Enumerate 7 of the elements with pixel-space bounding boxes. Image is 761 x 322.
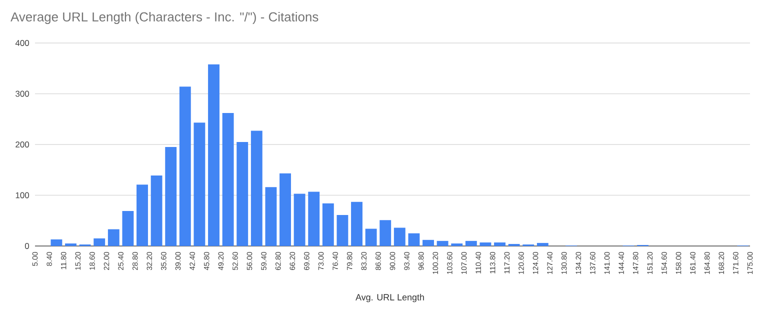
y-tick-label: 0: [24, 243, 30, 249]
y-tick-label: 200: [16, 142, 30, 148]
y-tick-label: 400: [15, 40, 30, 46]
y-tick-label: 100: [16, 192, 30, 198]
x-axis-title: Avg. URL Length: [356, 294, 424, 302]
chart-title: Average URL Length (Characters - Inc. "/") - Citations: [10, 12, 318, 24]
y-tick-label: 300: [16, 90, 30, 97]
